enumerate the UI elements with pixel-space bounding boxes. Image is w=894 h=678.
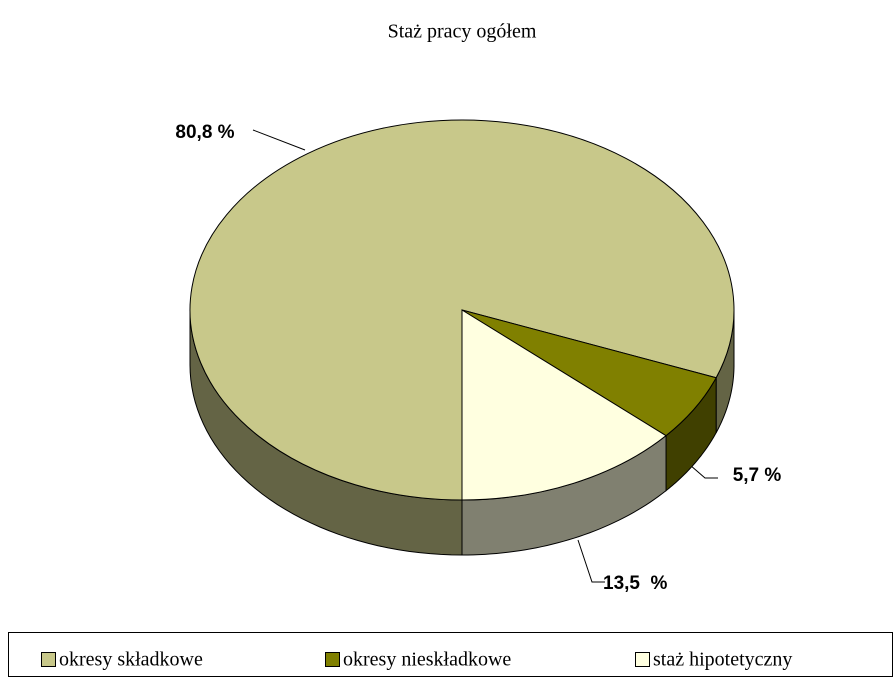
data-label: 5,7 % [733,465,782,486]
legend-label: staż hipotetyczny [653,649,792,671]
leader-line [577,539,605,583]
leader-line [689,464,718,479]
data-label: 13,5 % [603,573,668,594]
legend-label: okresy składkowe [59,649,203,671]
chart-title: Staż pracy ogółem [388,21,537,43]
legend-swatch [635,652,650,667]
legend-swatch [41,652,56,667]
data-label: 80,8 % [175,122,234,143]
leader-line [252,129,306,151]
legend-swatch [325,652,340,667]
slice [461,309,667,501]
legend-box [8,632,893,677]
legend-label: okresy nieskładkowe [343,649,511,671]
